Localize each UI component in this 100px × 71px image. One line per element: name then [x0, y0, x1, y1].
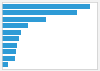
Bar [2, 62, 8, 67]
Bar [2, 49, 16, 54]
Bar [2, 36, 19, 41]
Bar [2, 56, 15, 61]
Bar [2, 43, 17, 48]
Bar [2, 4, 90, 9]
Bar [2, 23, 28, 28]
Bar [2, 17, 46, 22]
Bar [2, 10, 77, 15]
Bar [2, 30, 21, 35]
